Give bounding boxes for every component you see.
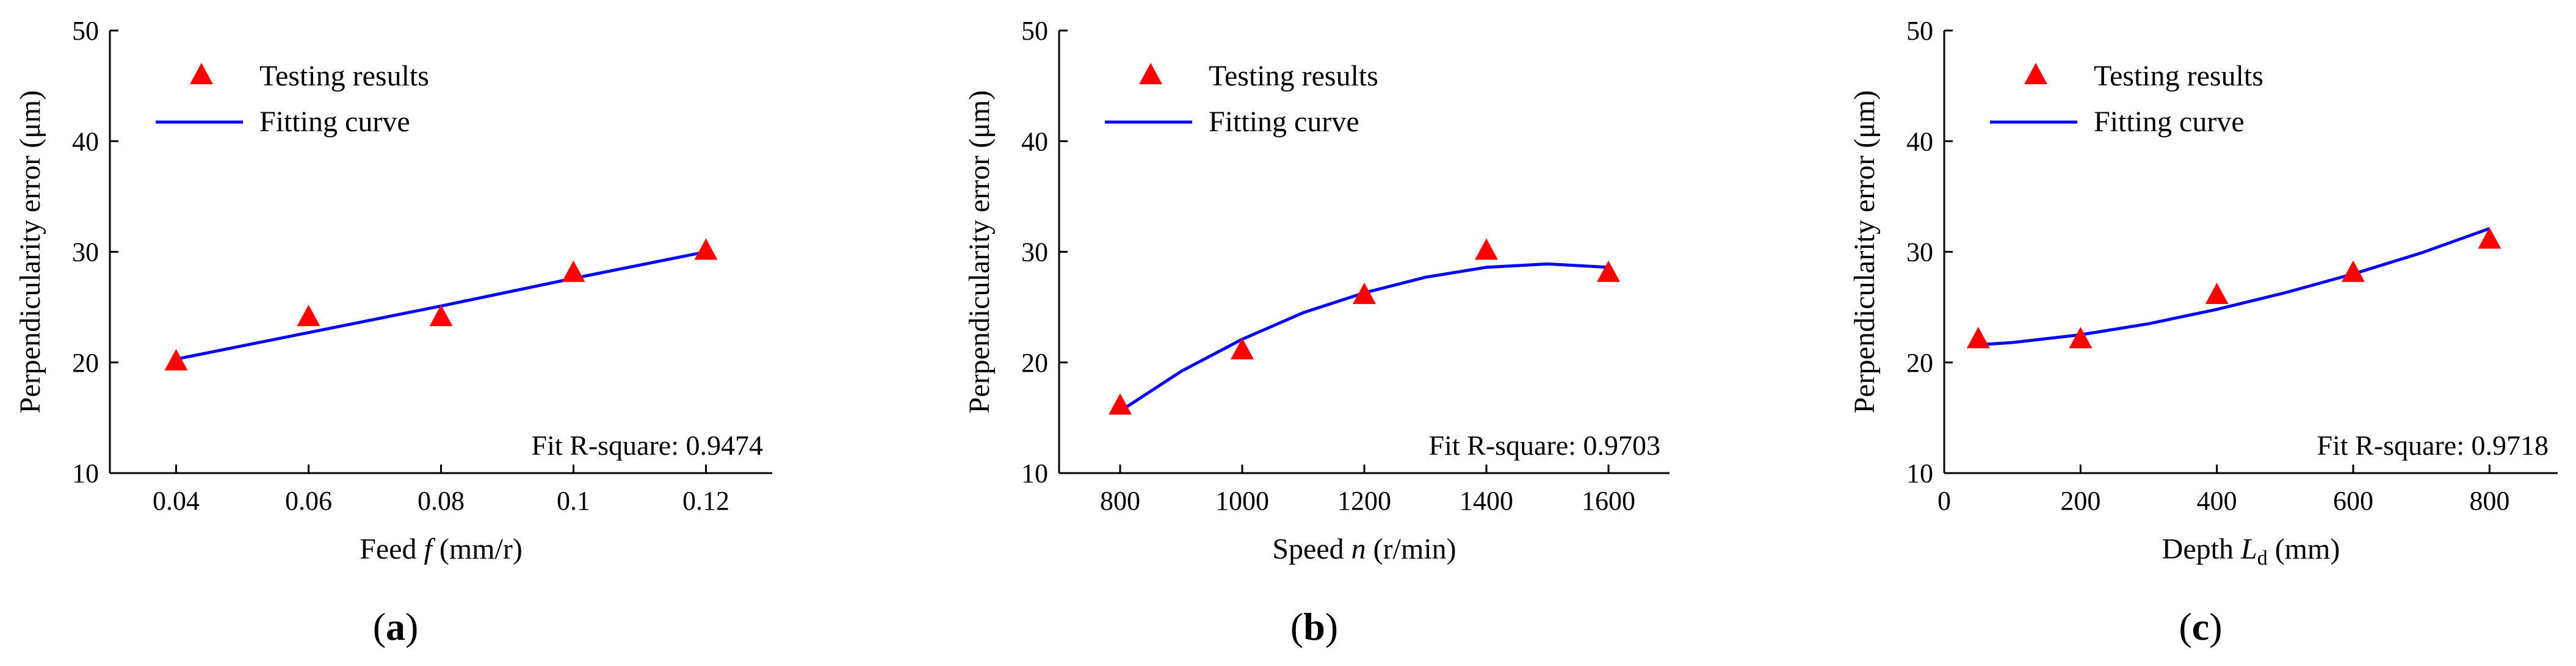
y-tick-label: 40 [72,126,99,156]
y-tick-label: 10 [1021,458,1048,488]
y-tick-label: 20 [72,348,99,378]
data-point-marker [297,305,320,327]
y-axis-label: Perpendicularity error (μm) [1848,90,1881,414]
x-axis-label: Depth Ld (mm) [2162,533,2340,570]
legend-marker-icon [1139,63,1162,84]
data-point-marker [429,305,453,327]
y-tick-label: 40 [1906,126,1933,156]
x-tick-label: 200 [2060,486,2100,516]
r-square-annotation: Fit R-square: 0.9718 [2317,430,2549,461]
data-point-marker [164,349,188,371]
data-point-marker [2069,327,2093,349]
data-point-marker [1966,327,1990,349]
y-tick-label: 40 [1021,126,1048,156]
legend-label-testing: Testing results [2094,60,2263,92]
x-axis-label: Feed f (mm/r) [360,533,523,565]
panel-label: (a) [373,605,419,648]
legend-label-fitting: Fitting curve [1209,106,1359,138]
x-tick-label: 1600 [1582,486,1635,516]
y-tick-label: 20 [1021,348,1048,378]
y-tick-label: 50 [1906,16,1933,46]
data-point-marker [1109,393,1132,415]
x-tick-label: 800 [1100,486,1140,516]
data-point-marker [2478,227,2502,249]
y-tick-label: 20 [1906,348,1933,378]
data-point-marker [2205,283,2229,304]
y-tick-label: 50 [72,16,99,46]
x-axis-label: Speed n (r/min) [1272,533,1456,565]
x-tick-label: 0 [1937,486,1951,516]
legend-marker-icon [190,63,213,84]
x-tick-label: 1000 [1215,486,1269,516]
y-tick-label: 50 [1021,16,1048,46]
r-square-annotation: Fit R-square: 0.9703 [1429,430,1660,461]
legend-label-testing: Testing results [1209,60,1378,92]
data-point-marker [1231,338,1254,360]
x-tick-label: 0.12 [682,486,729,516]
x-tick-label: 0.08 [418,486,465,516]
data-point-marker [1597,260,1620,282]
x-tick-label: 0.04 [153,486,200,516]
legend-label-fitting: Fitting curve [259,106,410,138]
y-axis-label: Perpendicularity error (μm) [963,90,996,414]
data-point-marker [1353,283,1376,304]
x-tick-label: 400 [2197,486,2237,516]
data-point-marker [2342,260,2365,282]
y-tick-label: 10 [1906,458,1933,488]
legend-label-fitting: Fitting curve [2094,106,2245,138]
x-tick-label: 0.1 [557,486,590,516]
y-tick-label: 30 [1906,237,1933,267]
r-square-annotation: Fit R-square: 0.9474 [532,430,763,461]
panel-label: (c) [2179,605,2222,648]
legend-label-testing: Testing results [259,60,429,92]
chart-panel-c: 10 20 30 40 50 0 200 400 600 800 Perpendicularity … [1848,16,2558,648]
x-tick-label: 1400 [1460,486,1513,516]
x-tick-label: 1200 [1337,486,1391,516]
x-tick-label: 0.06 [285,486,332,516]
panel-label: (b) [1290,605,1338,648]
chart-panel-b: 10 20 30 40 50 800 1000 1200 1400 1600 Perpendicul… [963,16,1670,648]
data-point-marker [1475,238,1498,260]
data-point-marker [694,238,718,260]
x-tick-label: 600 [2333,486,2373,516]
data-point-marker [562,260,585,282]
legend-marker-icon [2024,63,2047,84]
y-tick-label: 30 [72,237,99,267]
x-tick-label: 800 [2469,486,2509,516]
chart-panel-a: 10 20 30 40 50 0.04 0.06 0.08 0.1 0.12 Perpendicul… [14,16,772,648]
y-tick-label: 30 [1021,237,1048,267]
fitting-curve-line [1978,227,2491,347]
y-axis-label: Perpendicularity error (μm) [14,90,46,414]
y-tick-label: 10 [72,458,99,488]
